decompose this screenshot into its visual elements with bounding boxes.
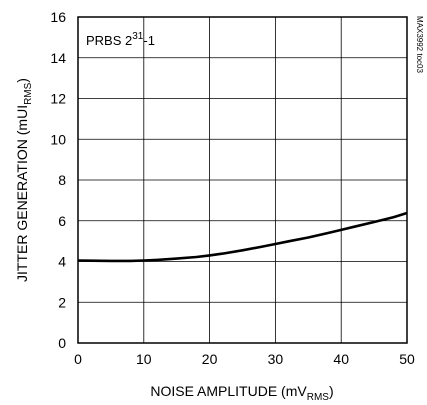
x-tick-label: 40 [333,351,349,367]
series-line [77,211,408,263]
annotation-prbs: PRBS 231-1 [86,31,155,48]
x-tick-label: 20 [202,351,218,367]
x-tick-label: 30 [268,351,284,367]
x-tick-labels: 0 10 20 30 40 50 [74,351,415,367]
y-tick-label: 0 [58,335,66,351]
x-tick-label: 10 [136,351,152,367]
y-tick-label: 6 [58,213,66,229]
y-tick-label: 12 [50,91,66,107]
figure-id: MAX3992 toc03 [415,16,424,73]
y-tick-label: 14 [50,50,66,66]
y-tick-label: 10 [50,131,66,147]
y-tick-label: 2 [58,294,66,310]
y-tick-labels: 0 2 4 6 8 10 12 14 16 [50,9,66,351]
plot-frame [77,16,408,344]
series-group [77,211,408,263]
y-tick-label: 8 [58,172,66,188]
x-axis-label: NOISE AMPLITUDE (mVRMS) [150,383,333,403]
y-axis-label: JITTER GENERATION (mUIRMS) [14,78,34,282]
grid-lines [78,17,407,343]
y-tick-label: 16 [50,9,66,25]
x-tick-label: 50 [399,351,415,367]
y-tick-label: 4 [58,254,66,270]
x-tick-label: 0 [74,351,82,367]
